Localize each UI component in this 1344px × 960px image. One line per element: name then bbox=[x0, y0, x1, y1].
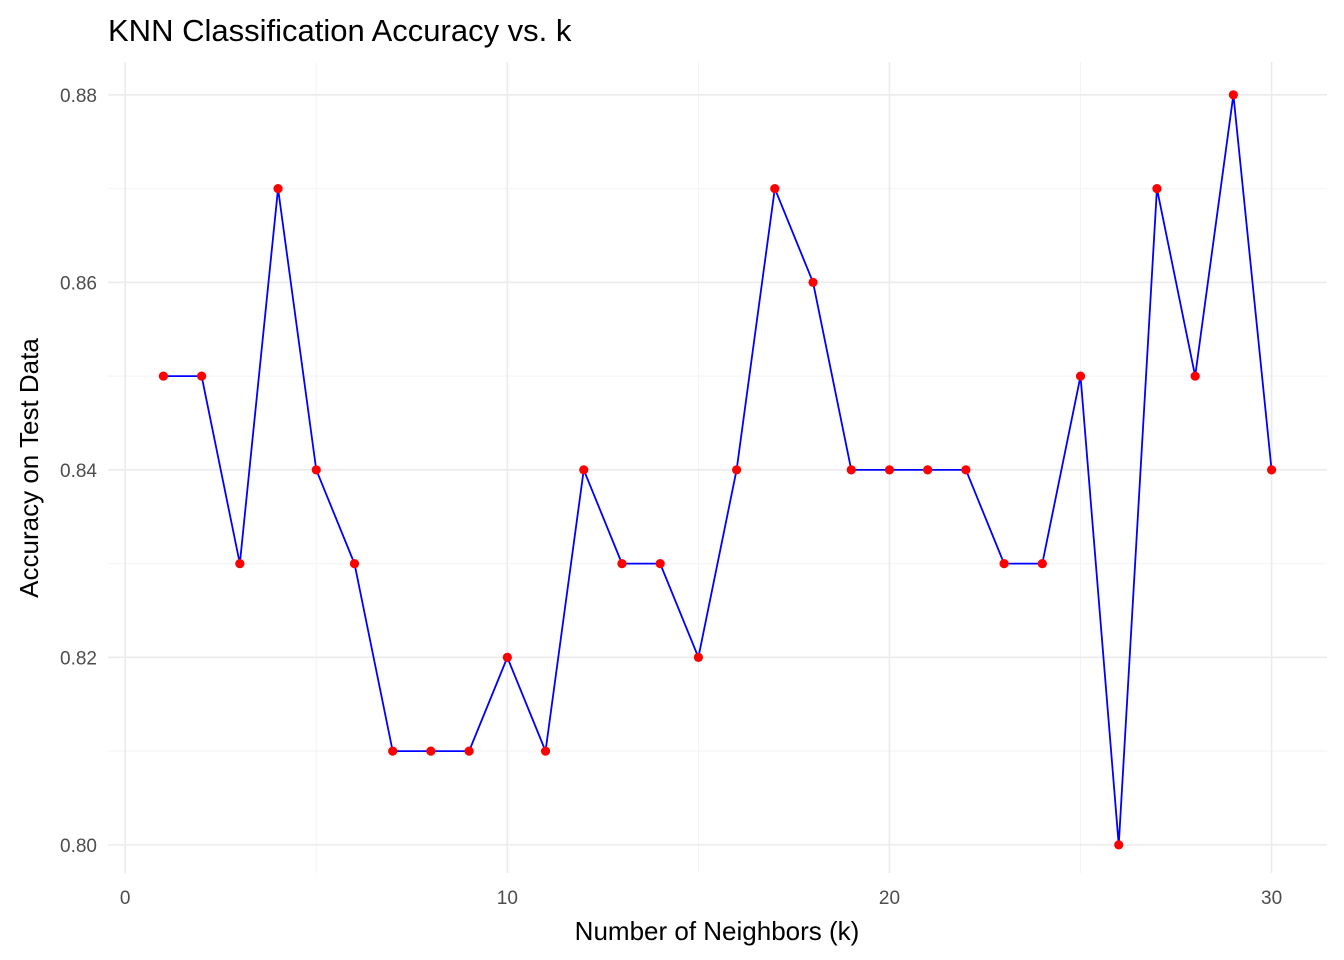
x-tick-label: 20 bbox=[879, 888, 900, 909]
data-point bbox=[808, 277, 818, 287]
data-point bbox=[349, 559, 360, 569]
data-point bbox=[655, 559, 665, 569]
data-point bbox=[961, 465, 971, 475]
data-points bbox=[158, 90, 1277, 850]
data-point bbox=[311, 465, 321, 475]
data-point bbox=[540, 746, 551, 756]
data-point bbox=[999, 559, 1009, 569]
data-point bbox=[1266, 465, 1277, 475]
data-point bbox=[1228, 90, 1238, 100]
data-point bbox=[1190, 371, 1200, 381]
data-point bbox=[197, 371, 207, 381]
data-point bbox=[1152, 183, 1162, 194]
data-point bbox=[273, 183, 283, 194]
x-axis-ticks: 0 10 20 30 bbox=[120, 888, 1282, 909]
chart-title: KNN Classification Accuracy vs. k bbox=[108, 13, 572, 48]
y-axis-title: Accuracy on Test Data bbox=[14, 338, 44, 598]
data-point bbox=[884, 465, 895, 475]
data-point bbox=[235, 559, 245, 569]
data-point bbox=[846, 465, 856, 475]
grid bbox=[108, 62, 1327, 873]
data-point bbox=[388, 746, 398, 756]
data-point bbox=[770, 183, 780, 194]
y-tick-label: 0.84 bbox=[60, 461, 97, 482]
y-tick-label: 0.88 bbox=[60, 86, 97, 107]
x-tick-label: 30 bbox=[1261, 888, 1282, 909]
data-point bbox=[158, 371, 169, 381]
series-line bbox=[163, 93, 1273, 846]
data-point bbox=[693, 652, 703, 662]
y-axis-ticks: 0.80 0.82 0.84 0.86 0.88 bbox=[60, 86, 97, 857]
x-tick-label: 0 bbox=[120, 888, 131, 909]
data-point bbox=[617, 559, 627, 569]
y-tick-label: 0.80 bbox=[60, 836, 97, 857]
data-point bbox=[464, 746, 474, 756]
data-point bbox=[732, 465, 742, 475]
data-point bbox=[1037, 559, 1047, 569]
y-tick-label: 0.86 bbox=[60, 273, 97, 294]
x-tick-label: 10 bbox=[497, 888, 518, 909]
x-axis-title: Number of Neighbors (k) bbox=[575, 916, 860, 946]
series-line-group bbox=[163, 93, 1273, 846]
data-point bbox=[923, 465, 933, 475]
data-point bbox=[426, 746, 436, 756]
data-point bbox=[502, 652, 512, 662]
data-point bbox=[1114, 840, 1124, 850]
y-tick-label: 0.82 bbox=[60, 648, 97, 669]
data-point bbox=[1075, 371, 1086, 381]
data-point bbox=[579, 465, 589, 475]
